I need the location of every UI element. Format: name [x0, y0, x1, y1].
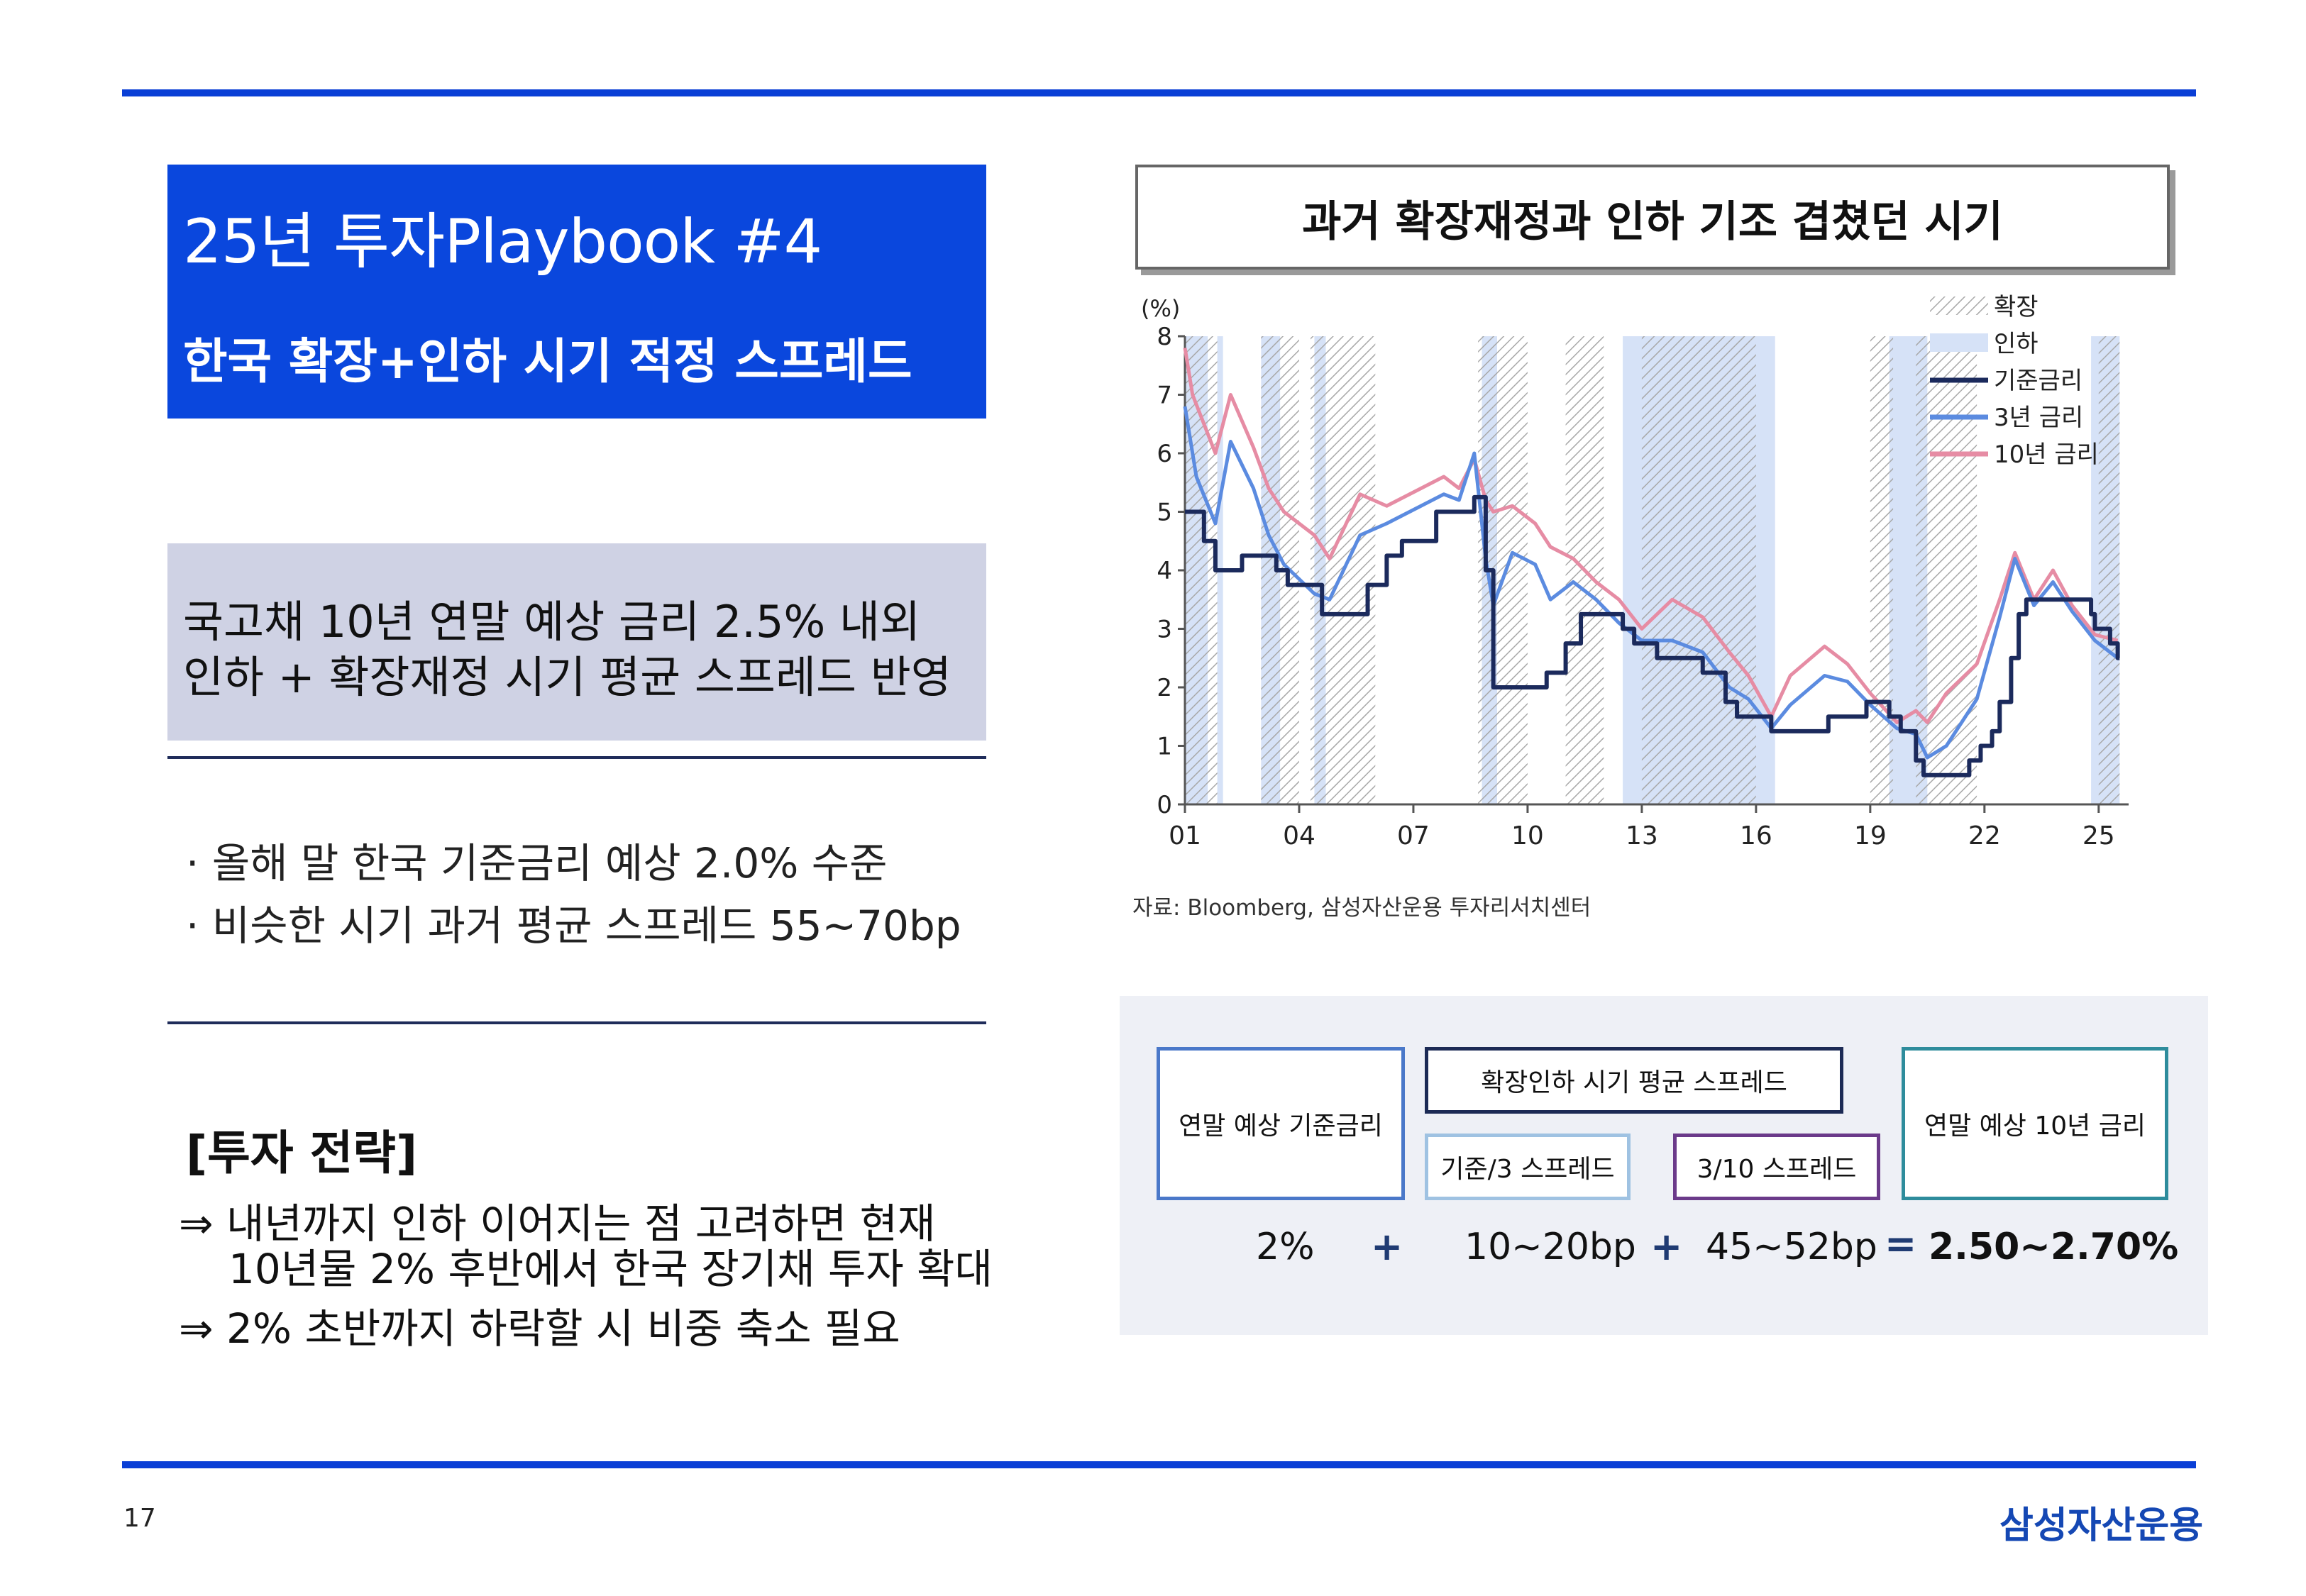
y-tick-label: 4 — [1157, 557, 1172, 585]
spread-b-value: 45~52bp — [1706, 1226, 1877, 1268]
x-tick-label: 19 — [1854, 821, 1887, 850]
y-tick-label: 7 — [1157, 382, 1172, 410]
plus-sign: + — [1650, 1224, 1683, 1269]
x-tick-label: 16 — [1740, 821, 1772, 850]
expansion-period-band — [1870, 336, 1894, 804]
x-tick-label: 25 — [2082, 821, 2115, 850]
plus-sign: + — [1371, 1224, 1403, 1269]
x-tick-label: 04 — [1283, 821, 1315, 850]
y-tick-label: 3 — [1157, 616, 1172, 644]
page-subtitle: 한국 확장+인하 시기 적정 스프레드 — [183, 334, 912, 390]
x-tick-label: 01 — [1169, 821, 1201, 850]
page-title: 25년 투자Playbook #4 — [183, 206, 822, 277]
top-rule — [122, 89, 2196, 96]
page-number: 17 — [123, 1504, 156, 1533]
spread-header-box: 확장인하 시기 평균 스프레드 — [1425, 1047, 1843, 1114]
expansion-period-band — [2098, 336, 2120, 804]
spread-a-box: 기준/3 스프레드 — [1425, 1134, 1631, 1200]
divider-2 — [167, 1021, 986, 1024]
expansion-period-band — [1916, 336, 1977, 804]
x-tick-label: 07 — [1397, 821, 1430, 850]
legend-swatch-expansion — [1930, 297, 1988, 315]
legend-label: 3년 금리 — [1994, 404, 2083, 432]
series-line-base — [1185, 494, 2120, 777]
x-tick-label: 22 — [1968, 821, 2001, 850]
spread-a-value: 10~20bp — [1464, 1226, 1636, 1268]
strategy-line: 10년물 2% 후반에서 한국 장기채 투자 확대 — [228, 1245, 993, 1293]
expansion-period-band — [1185, 336, 1218, 804]
legend-label: 10년 금리 — [1994, 440, 2099, 469]
y-tick-label: 0 — [1157, 791, 1172, 819]
y-tick-label: 8 — [1157, 323, 1172, 351]
chart-source: 자료: Bloomberg, 삼성자산운용 투자리서치센터 — [1132, 895, 1591, 921]
company-logo: 삼성자산운용 — [1999, 1504, 2204, 1547]
y-tick-label: 2 — [1157, 674, 1172, 702]
bullet-item: · 올해 말 한국 기준금리 예상 2.0% 수준 — [186, 839, 888, 887]
summary-line-2: 인하 + 확장재정 시기 평균 스프레드 반영 — [183, 651, 951, 703]
expansion-period-band — [1641, 336, 1756, 804]
x-tick-label: 10 — [1511, 821, 1544, 850]
y-tick-label: 6 — [1157, 440, 1172, 468]
summary-line-1: 국고채 10년 연말 예상 금리 2.5% 내외 — [183, 596, 921, 648]
series-line-3y — [1183, 406, 2119, 760]
bullet-item: · 비슷한 시기 과거 평균 스프레드 55~70bp — [186, 902, 961, 950]
y-axis-unit: (%) — [1141, 295, 1180, 322]
legend-label: 확장 — [1994, 293, 2039, 321]
summary-box: 국고채 10년 연말 예상 금리 2.5% 내외 인하 + 확장재정 시기 평균… — [167, 543, 986, 741]
spread-b-box: 3/10 스프레드 — [1673, 1134, 1880, 1200]
ten-year-box: 연말 예상 10년 금리 — [1902, 1047, 2168, 1200]
x-tick-label: 13 — [1626, 821, 1658, 850]
divider-1 — [167, 756, 986, 759]
chart-title: 과거 확장재정과 인하 기조 겹쳤던 시기 — [1302, 197, 2003, 247]
calc-panel: 연말 예상 기준금리 확장인하 시기 평균 스프레드 기준/3 스프레드 3/1… — [1120, 996, 2208, 1335]
legend-label: 기준금리 — [1994, 367, 2082, 395]
base-rate-box: 연말 예상 기준금리 — [1157, 1047, 1405, 1200]
series-line-10y — [1183, 348, 2119, 724]
bottom-rule — [122, 1461, 2196, 1468]
y-tick-label: 5 — [1157, 499, 1172, 527]
strategy-line: ⇒ 2% 초반까지 하락할 시 비중 축소 필요 — [179, 1304, 900, 1353]
equals-sign: = — [1885, 1221, 1917, 1266]
title-box: 25년 투자Playbook #4 한국 확장+인하 시기 적정 스프레드 — [167, 165, 986, 419]
legend-swatch-cut — [1930, 333, 1988, 352]
strategy-line: ⇒ 내년까지 인하 이어지는 점 고려하면 현재 — [179, 1199, 936, 1248]
chart-title-box: 과거 확장재정과 인하 기조 겹쳤던 시기 — [1135, 165, 2170, 270]
base-rate-value: 2% — [1256, 1226, 1315, 1268]
strategy-title: [투자 전략] — [186, 1126, 418, 1180]
result-value: 2.50~2.70% — [1929, 1226, 2179, 1268]
y-tick-label: 1 — [1157, 733, 1172, 761]
legend-label: 인하 — [1994, 330, 2039, 358]
